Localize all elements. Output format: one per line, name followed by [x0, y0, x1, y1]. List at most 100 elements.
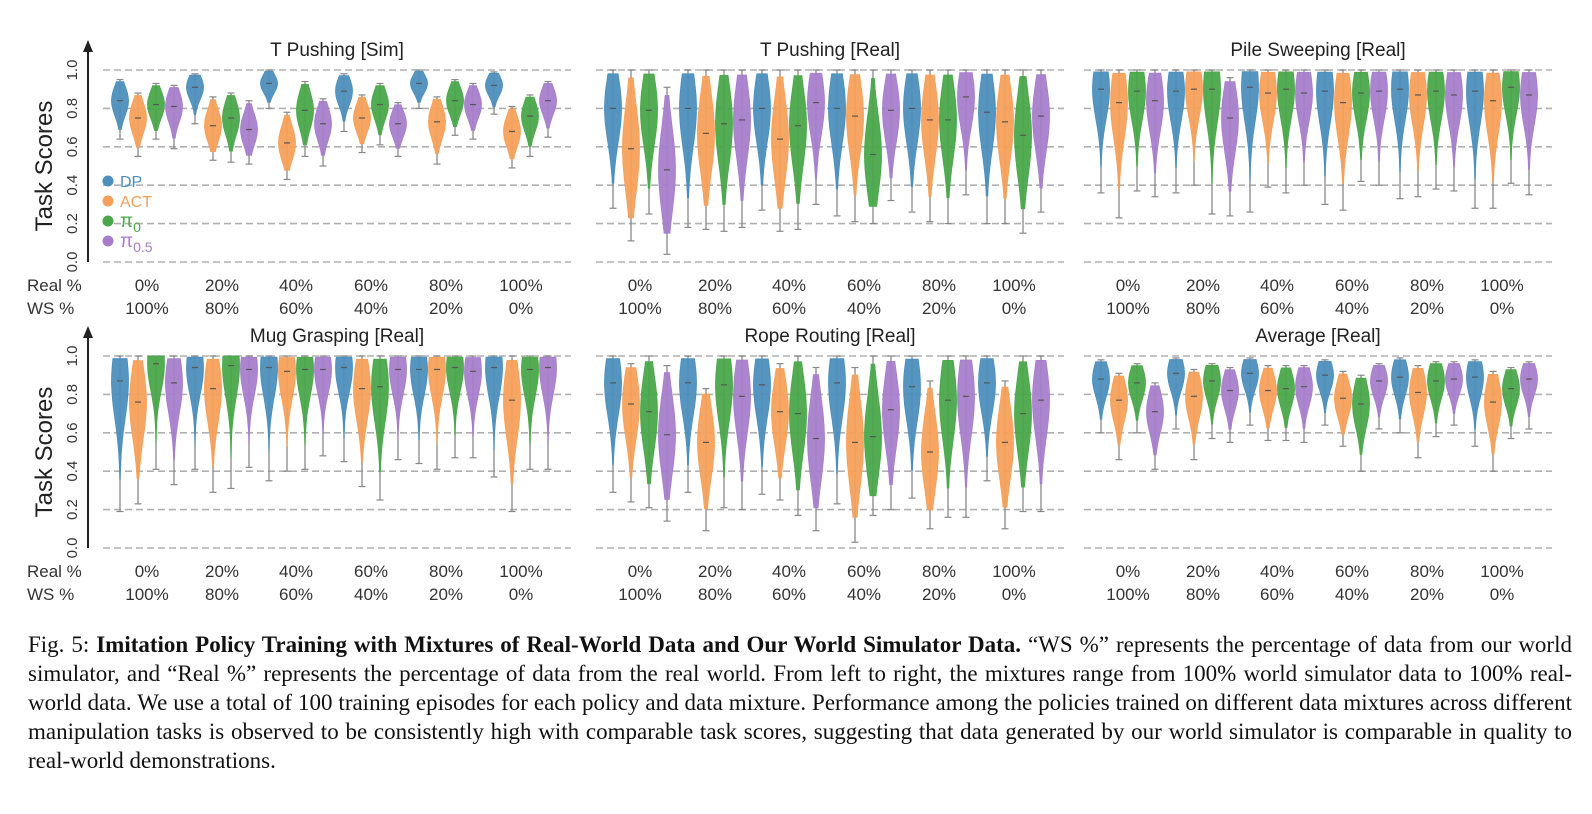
violin-π0 [715, 358, 733, 478]
violin-π0 [1502, 369, 1520, 427]
violin-ACT [1334, 72, 1352, 184]
violin-DP [1241, 71, 1259, 182]
tick-label-real: 40% [279, 276, 313, 295]
violin-π0.5 [314, 100, 332, 156]
tick-label-ws: 80% [698, 299, 732, 318]
violin-π0.5 [658, 95, 676, 234]
violin-π0.5 [165, 358, 183, 460]
violin-π0 [1203, 364, 1221, 425]
y-tick-label: 0.0 [64, 252, 81, 273]
legend-label: DP [120, 174, 142, 191]
violin-ACT [1259, 367, 1277, 429]
tick-label-real: 40% [772, 562, 806, 581]
panel-4: Rope Routing [Real] 0% 20% 40% 60% 80% 100% 100… [596, 326, 1064, 604]
violin-DP [1391, 359, 1409, 420]
tick-label-ws: 40% [847, 299, 881, 318]
y-axis-arrow [83, 326, 93, 338]
tick-label-real: 0% [135, 562, 160, 581]
violin-π0 [371, 358, 389, 473]
violin-DP [260, 356, 278, 453]
violin-π0 [296, 356, 314, 445]
violin-ACT [921, 74, 939, 197]
y-tick-label: 0.2 [64, 213, 81, 234]
panel-title: T Pushing [Real] [760, 40, 900, 61]
tick-label-ws: 20% [429, 585, 463, 604]
violin-DP [1167, 359, 1185, 416]
violin-π0.5 [539, 356, 557, 445]
violin-ACT [697, 75, 715, 206]
violin-ACT [503, 359, 521, 485]
violin-π0 [147, 85, 165, 131]
row-label-real: Real % [27, 276, 82, 295]
violin-π0 [1427, 363, 1445, 424]
violin-ACT [996, 386, 1014, 508]
panel-title: Mug Grasping [Real] [250, 326, 424, 347]
legend-marker [102, 235, 114, 247]
violin-π0.5 [1445, 363, 1463, 415]
tick-label-ws: 80% [1186, 299, 1220, 318]
violin-π0.5 [807, 72, 825, 180]
violin-DP [903, 358, 921, 471]
tick-label-ws: 60% [279, 299, 313, 318]
violin-π0 [1502, 71, 1520, 160]
violin-DP [1241, 359, 1259, 413]
figure-caption: Fig. 5: Imitation Policy Training with M… [28, 630, 1572, 775]
tick-label-real: 60% [1335, 562, 1369, 581]
tick-label-ws: 100% [1106, 299, 1149, 318]
violin-DP [186, 356, 204, 445]
panel-title: Pile Sweeping [Real] [1230, 40, 1405, 61]
tick-label-ws: 20% [922, 585, 956, 604]
violin-π0.5 [314, 356, 332, 435]
violin-DP [604, 358, 622, 466]
tick-label-ws: 100% [618, 585, 661, 604]
violin-π0 [1352, 71, 1370, 160]
tick-label-real: 0% [1116, 562, 1141, 581]
violin-π0.5 [733, 359, 751, 482]
violin-π0 [1427, 71, 1445, 166]
violin-π0 [1014, 361, 1032, 488]
legend-label: ACT [120, 194, 152, 211]
y-tick-label: 0.6 [64, 136, 81, 157]
violin-π0 [1128, 71, 1146, 167]
tick-label-real: 40% [279, 562, 313, 581]
caption-text: “WS %” represents the percentage of data… [28, 632, 1572, 773]
violin-ACT [1110, 375, 1128, 446]
tick-label-real: 0% [135, 276, 160, 295]
violin-DP [485, 356, 503, 451]
figure: T Pushing [Sim] 0% 20% 40% 60% 80% 100% 100% 80%… [27, 40, 1552, 604]
y-axis-label: Task Scores [31, 101, 58, 232]
tick-label-real: 80% [1410, 276, 1444, 295]
panel-0: T Pushing [Sim] 0% 20% 40% 60% 80% 100% 100% 80%… [27, 40, 571, 318]
y-tick-label: 0.4 [64, 175, 81, 196]
violin-ACT [1259, 71, 1277, 165]
violin-ACT [846, 374, 864, 518]
panel-title: T Pushing [Sim] [270, 40, 404, 61]
violin-DP [1316, 360, 1334, 414]
tick-label-real: 80% [922, 562, 956, 581]
tick-label-ws: 0% [1490, 299, 1515, 318]
violin-π0 [864, 363, 882, 497]
violin-ACT [622, 77, 640, 219]
violin-DP [1466, 361, 1484, 430]
violin-DP [679, 358, 697, 466]
violin-π0 [521, 356, 539, 445]
violin-π0 [789, 361, 807, 491]
tick-label-ws: 80% [205, 585, 239, 604]
violin-ACT [771, 368, 789, 479]
legend-subscript: 0 [133, 219, 141, 235]
violin-ACT [428, 99, 446, 154]
tick-label-ws: 20% [922, 299, 956, 318]
violin-π0 [371, 85, 389, 136]
violin-π0.5 [1146, 72, 1164, 174]
y-axis-arrow [83, 40, 93, 52]
tick-label-ws: 0% [1002, 585, 1027, 604]
violin-DP [1092, 361, 1110, 420]
row-label-ws: WS % [27, 585, 74, 604]
tick-label-real: 100% [499, 562, 542, 581]
tick-label-real: 60% [847, 276, 881, 295]
tick-label-ws: 60% [1260, 585, 1294, 604]
violin-ACT [996, 74, 1014, 199]
violin-π0.5 [1221, 81, 1239, 192]
tick-label-ws: 40% [1335, 299, 1369, 318]
y-tick-label: 0.4 [64, 461, 81, 482]
